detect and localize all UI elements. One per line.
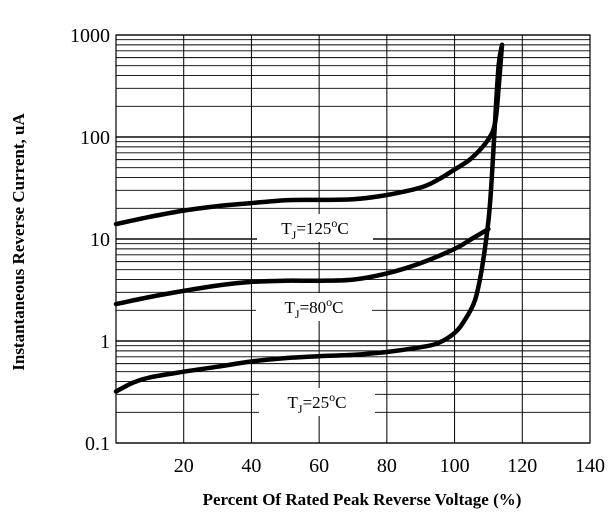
y-tick-label: 1 xyxy=(100,331,110,353)
series-line-3 xyxy=(113,42,505,394)
x-axis-title: Percent Of Rated Peak Reverse Voltage (%… xyxy=(203,490,522,509)
curve-label-group: TJ=125oC xyxy=(257,214,373,242)
curve-labels: TJ=125oC TJ=80oC TJ=25oC xyxy=(256,214,375,416)
curve-label-text: TJ=25oC xyxy=(288,390,347,416)
y-axis-title: Instantaneous Reverse Current, uA xyxy=(9,113,28,371)
y-tick-label: 100 xyxy=(80,127,110,149)
curve-label-background xyxy=(257,214,373,242)
plot-curves xyxy=(113,42,505,394)
curve-label-text: TJ=125oC xyxy=(281,216,349,242)
series-line-1 xyxy=(113,42,505,227)
curve-label-background xyxy=(256,293,372,321)
x-tick-label: 80 xyxy=(377,455,397,477)
curve-label-group: TJ=25oC xyxy=(259,388,375,416)
x-tick-label: 40 xyxy=(241,455,261,477)
x-tick-label: 120 xyxy=(507,455,537,477)
curve-label-text: TJ=80oC xyxy=(285,295,344,321)
curve-label-background xyxy=(259,388,375,416)
y-tick-label: 0.1 xyxy=(85,433,110,455)
plot-frame xyxy=(115,34,591,444)
x-tick-label: 100 xyxy=(440,455,470,477)
y-tick-label: 10 xyxy=(90,229,110,251)
x-tick-labels: 20 40 60 80 100 120 140 xyxy=(174,455,605,477)
curve-label-group: TJ=80oC xyxy=(256,293,372,321)
x-tick-label: 140 xyxy=(575,455,605,477)
y-tick-labels: 0.1 1 10 100 1000 xyxy=(70,25,110,455)
x-tick-label: 20 xyxy=(174,455,194,477)
y-tick-label: 1000 xyxy=(70,25,110,47)
x-tick-label: 60 xyxy=(309,455,329,477)
series-line-2 xyxy=(113,226,491,307)
